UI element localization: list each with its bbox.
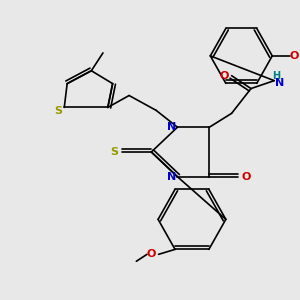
Text: N: N [167, 122, 176, 132]
Text: O: O [219, 71, 229, 81]
Text: H: H [272, 71, 280, 81]
Text: O: O [290, 51, 299, 61]
Text: N: N [275, 78, 285, 88]
Text: S: S [111, 147, 119, 157]
Text: S: S [55, 106, 62, 116]
Text: O: O [146, 249, 155, 259]
Text: O: O [242, 172, 251, 182]
Text: N: N [167, 172, 176, 182]
